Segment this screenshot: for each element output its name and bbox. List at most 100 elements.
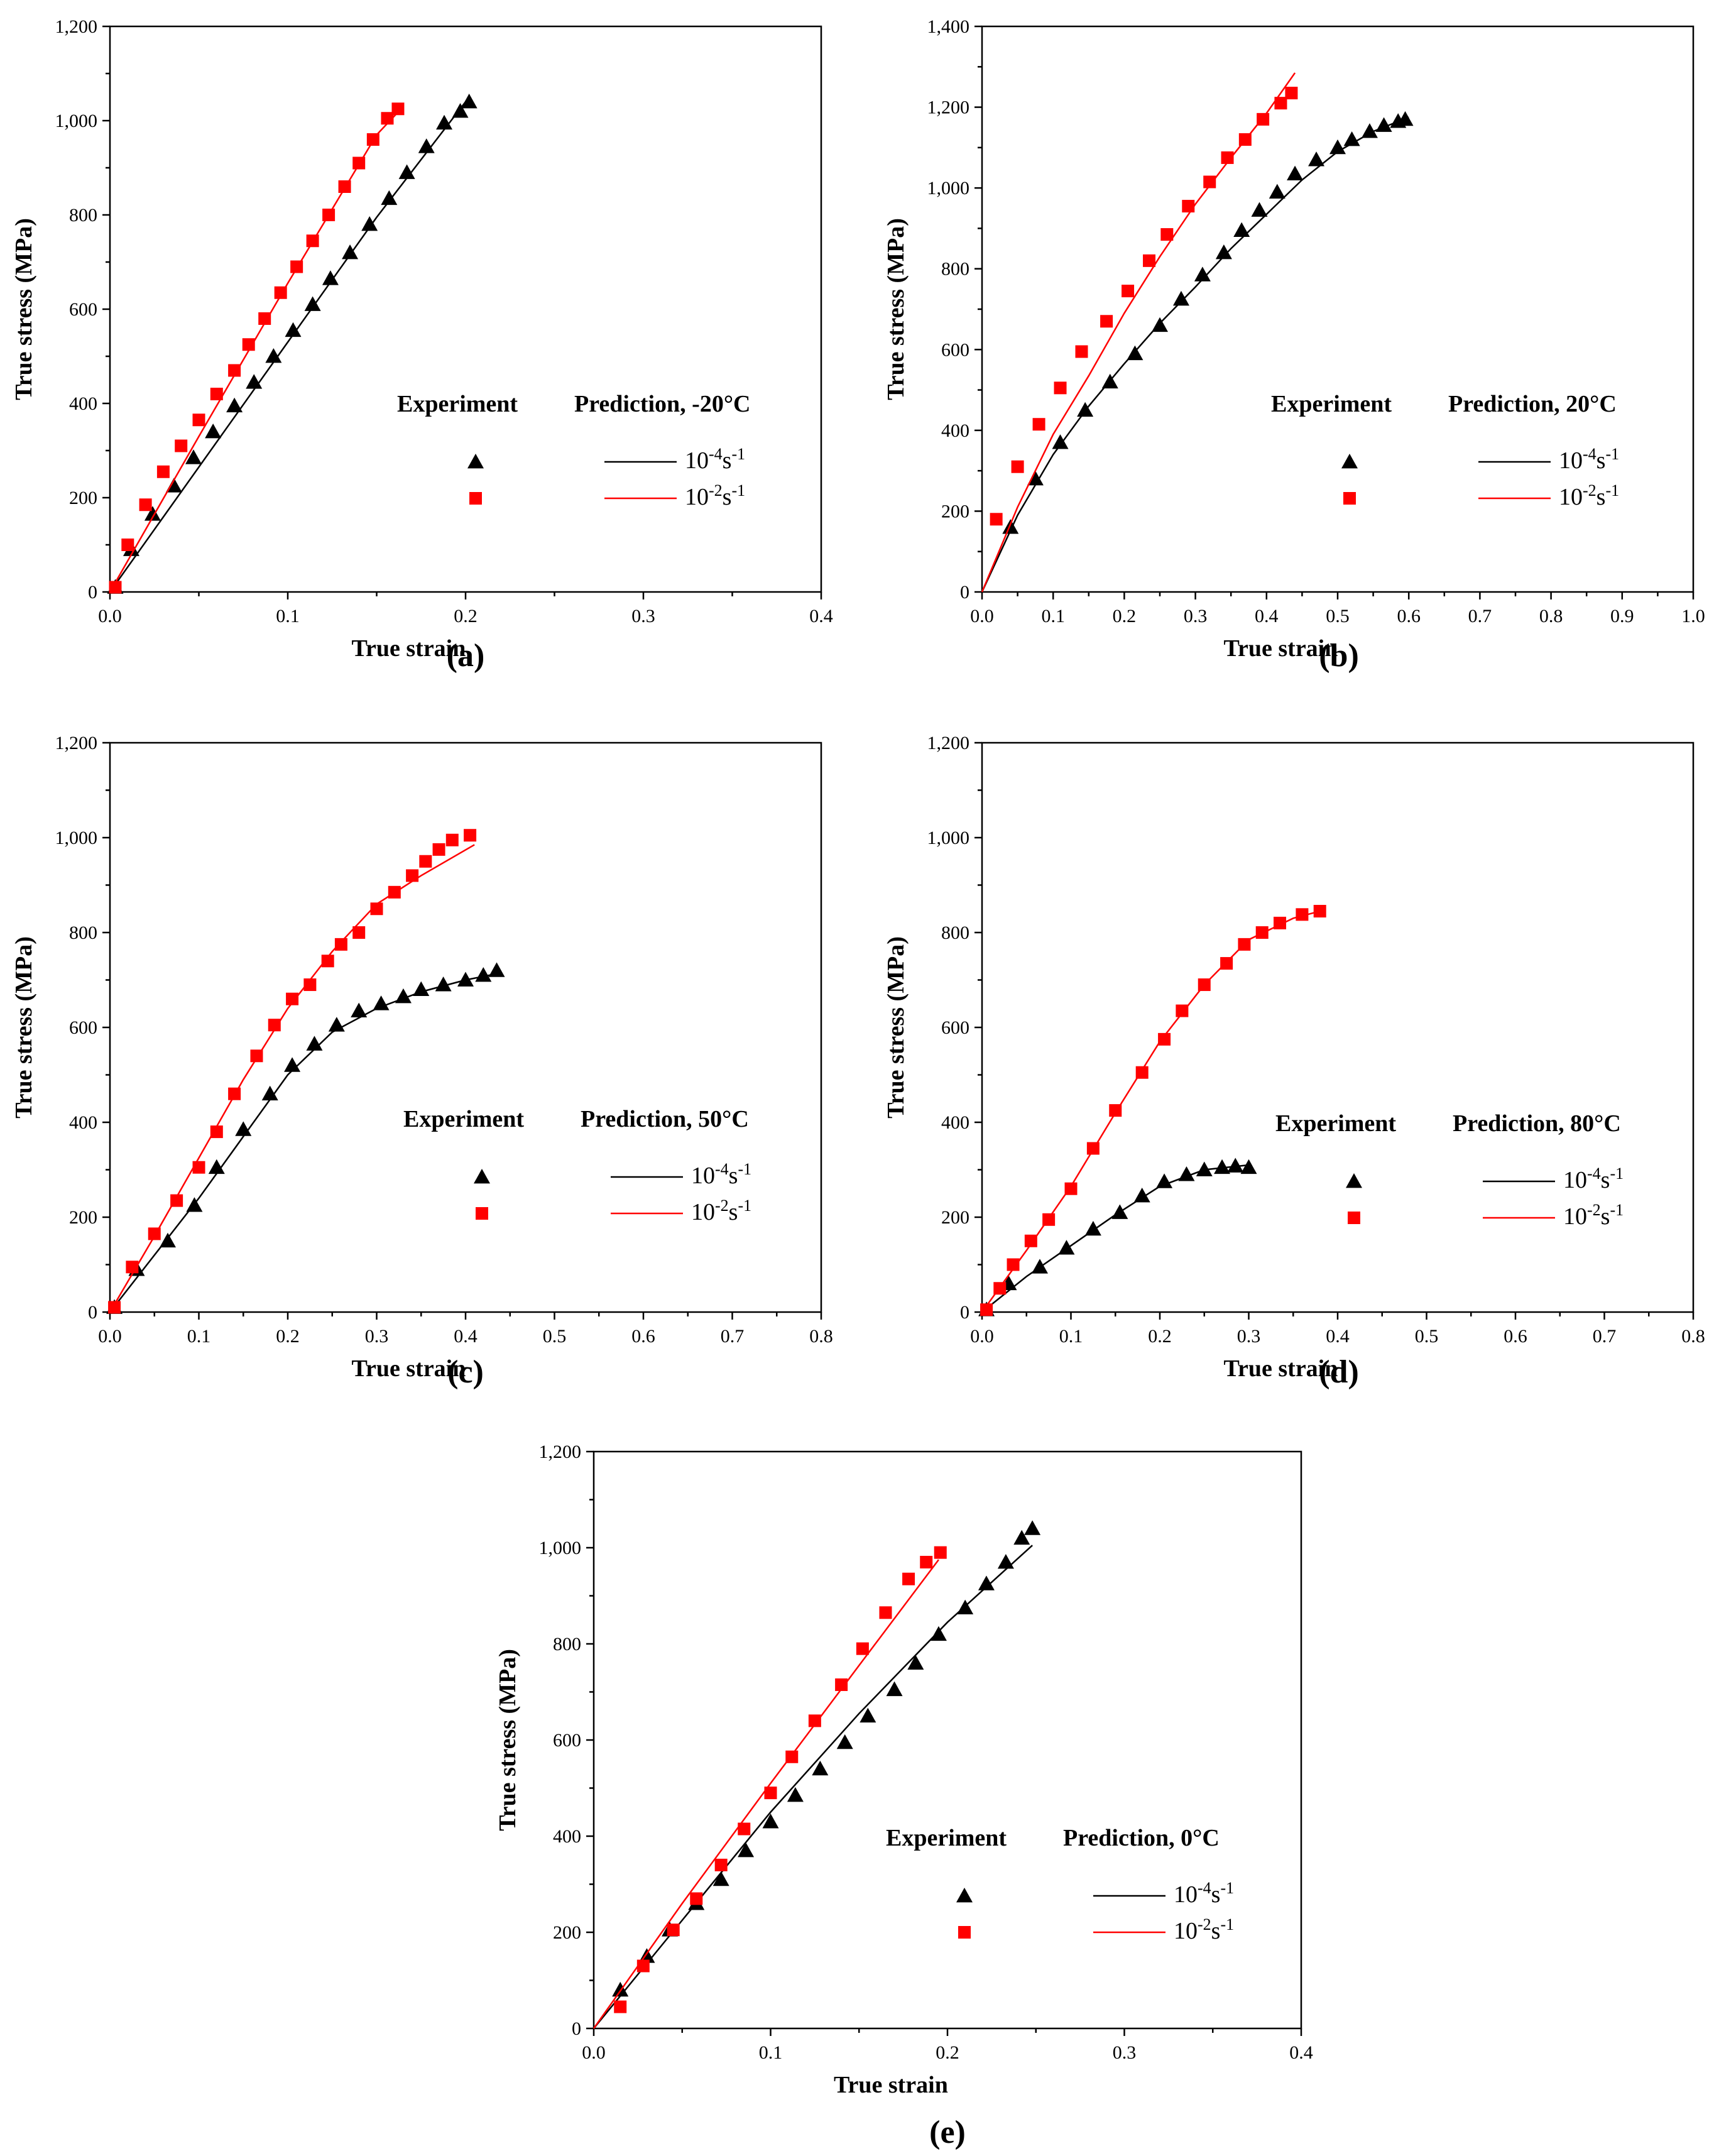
legend-marker <box>1348 1212 1360 1224</box>
y-tick-label: 200 <box>941 1207 969 1228</box>
experiment-point <box>286 992 299 1005</box>
y-tick-label: 1,200 <box>55 16 98 37</box>
experiment-point <box>1285 87 1298 100</box>
y-tick-label: 1,200 <box>927 97 970 118</box>
experiment-point <box>1101 373 1118 389</box>
experiment-point <box>1084 1220 1101 1236</box>
y-tick-label: 800 <box>941 922 969 943</box>
experiment-point <box>109 581 122 594</box>
experiment-point <box>338 180 351 193</box>
experiment-point <box>156 465 170 478</box>
y-tick-label: 800 <box>69 922 97 943</box>
experiment-point <box>235 1121 252 1136</box>
experiment-point <box>328 1017 345 1032</box>
experiment-point <box>879 1606 892 1619</box>
experiment-point <box>714 1858 728 1871</box>
experiment-point <box>419 855 432 868</box>
experiment-point <box>1127 345 1144 361</box>
x-tick-label: 0.1 <box>276 606 300 627</box>
experiment-point <box>208 1159 225 1174</box>
panel-label: (a) <box>447 638 485 674</box>
y-axis-title: True stress (MPa) <box>883 936 909 1119</box>
legend-prediction-header: Prediction, 80°C <box>1453 1110 1621 1137</box>
experiment-point <box>435 977 452 992</box>
x-tick-label: 0.1 <box>187 1326 211 1347</box>
prediction-line-fast <box>981 72 1296 593</box>
experiment-point <box>836 1734 853 1749</box>
legend-rate-label: 10-2s-1 <box>1559 481 1619 510</box>
x-tick-label: 0.0 <box>970 1326 994 1347</box>
experiment-point <box>108 1301 121 1314</box>
experiment-point <box>1233 222 1250 238</box>
experiment-point <box>1375 117 1392 132</box>
x-tick-label: 0.2 <box>1148 1326 1172 1347</box>
legend-experiment-header: Experiment <box>1275 1110 1396 1137</box>
experiment-point <box>121 539 134 551</box>
experiment-point <box>907 1655 924 1670</box>
experiment-point <box>242 338 255 351</box>
x-tick-label: 0.3 <box>1113 2042 1137 2063</box>
y-tick-label: 1,200 <box>539 1442 582 1462</box>
experiment-point <box>1024 1520 1041 1535</box>
legend-marker <box>1346 1173 1362 1188</box>
legend-prediction-header: Prediction, 50°C <box>581 1106 749 1132</box>
y-tick-label: 1,000 <box>55 111 98 131</box>
experiment-point <box>351 1002 368 1017</box>
legend: Experiment Prediction, 50°C 10-4s-1 10-2s-1 <box>403 1106 751 1225</box>
prediction-line-fast <box>592 1559 939 2029</box>
y-tick-label: 0 <box>960 1302 969 1323</box>
x-tick-label: 0.0 <box>98 1326 122 1347</box>
x-tick-label: 0.3 <box>1184 606 1208 627</box>
x-tick-label: 0.7 <box>1468 606 1492 627</box>
plot-frame <box>109 25 822 593</box>
experiment-point <box>1343 131 1360 146</box>
x-tick-label: 0.3 <box>1237 1326 1261 1347</box>
experiment-point <box>304 296 321 311</box>
experiment-point <box>175 439 188 452</box>
experiment-point <box>159 1232 176 1248</box>
prediction-line-fast <box>109 844 475 1313</box>
legend-marker <box>474 1169 490 1184</box>
legend-prediction-header: Prediction, 20°C <box>1448 391 1617 417</box>
legend-rate-label: 10-2s-1 <box>1174 1915 1234 1944</box>
plot-frame <box>109 741 822 1313</box>
x-tick-label: 0.8 <box>809 1326 833 1347</box>
prediction-line-slow <box>109 971 501 1313</box>
experiment-point <box>265 348 282 363</box>
experiment-point <box>366 133 379 146</box>
legend-marker <box>1343 492 1356 505</box>
experiment-point <box>835 1678 848 1692</box>
x-tick-label: 1.0 <box>1681 606 1705 627</box>
experiment-point <box>342 244 359 260</box>
prediction-line-slow <box>981 1164 1249 1313</box>
experiment-point <box>1109 1104 1122 1117</box>
experiment-point <box>461 94 478 109</box>
y-tick-label: 200 <box>553 1922 581 1943</box>
experiment-point <box>210 1125 223 1139</box>
experiment-point <box>930 1626 947 1641</box>
experiment-point <box>920 1555 933 1568</box>
experiment-point <box>418 138 435 153</box>
legend-rate-label: 10-4s-1 <box>685 445 745 474</box>
experiment-point <box>1011 460 1024 473</box>
chart-panel-2: 0.0 0.1 0.2 0.3 0.4 0.5 0.6 0.7 0.8 0.9 1.0 0 200 400… <box>883 16 1705 674</box>
experiment-point <box>1032 418 1045 431</box>
experiment-point <box>1329 139 1346 155</box>
legend-rate-label: 10-4s-1 <box>1174 1879 1234 1908</box>
experiment-point <box>1002 519 1019 534</box>
y-tick-label: 1,200 <box>55 733 98 753</box>
experiment-point <box>1075 345 1088 358</box>
y-tick-label: 400 <box>553 1826 581 1847</box>
y-axis-title: True stress (MPa) <box>494 1649 521 1831</box>
legend: Experiment Prediction, 80°C 10-4s-1 10-2s-1 <box>1275 1110 1624 1230</box>
experiment-point <box>1251 202 1268 217</box>
x-tick-label: 0.8 <box>1681 1326 1705 1347</box>
experiment-point <box>228 364 241 377</box>
panel-label: (c) <box>447 1354 484 1390</box>
y-tick-label: 800 <box>941 259 969 280</box>
experiment-point <box>1064 1182 1078 1195</box>
y-axis-title: True stress (MPa) <box>883 218 909 400</box>
experiment-point <box>352 156 366 170</box>
experiment-point <box>1238 133 1252 146</box>
x-tick-label: 0.8 <box>1539 606 1563 627</box>
